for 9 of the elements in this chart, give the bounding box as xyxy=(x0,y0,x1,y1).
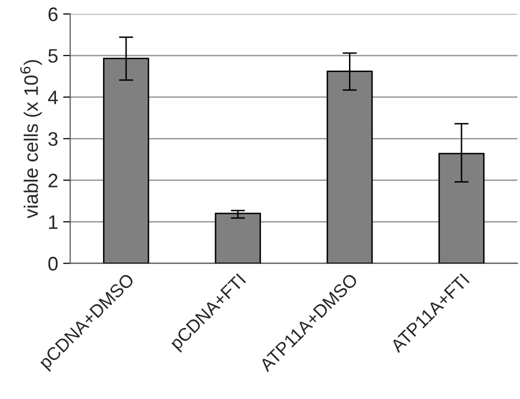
y-tick-label: 2 xyxy=(48,174,58,188)
y-tick-label: 3 xyxy=(48,132,58,146)
y-tick-label: 1 xyxy=(49,215,58,229)
bar xyxy=(214,212,261,264)
y-tick-label: 5 xyxy=(48,49,58,63)
y-tick-label: 4 xyxy=(48,90,58,104)
y-tick-label: 0 xyxy=(48,256,58,271)
y-axis-title: viable cells (x 10$^{6}$) xyxy=(20,60,42,218)
y-tick-label: 6 xyxy=(48,7,58,22)
